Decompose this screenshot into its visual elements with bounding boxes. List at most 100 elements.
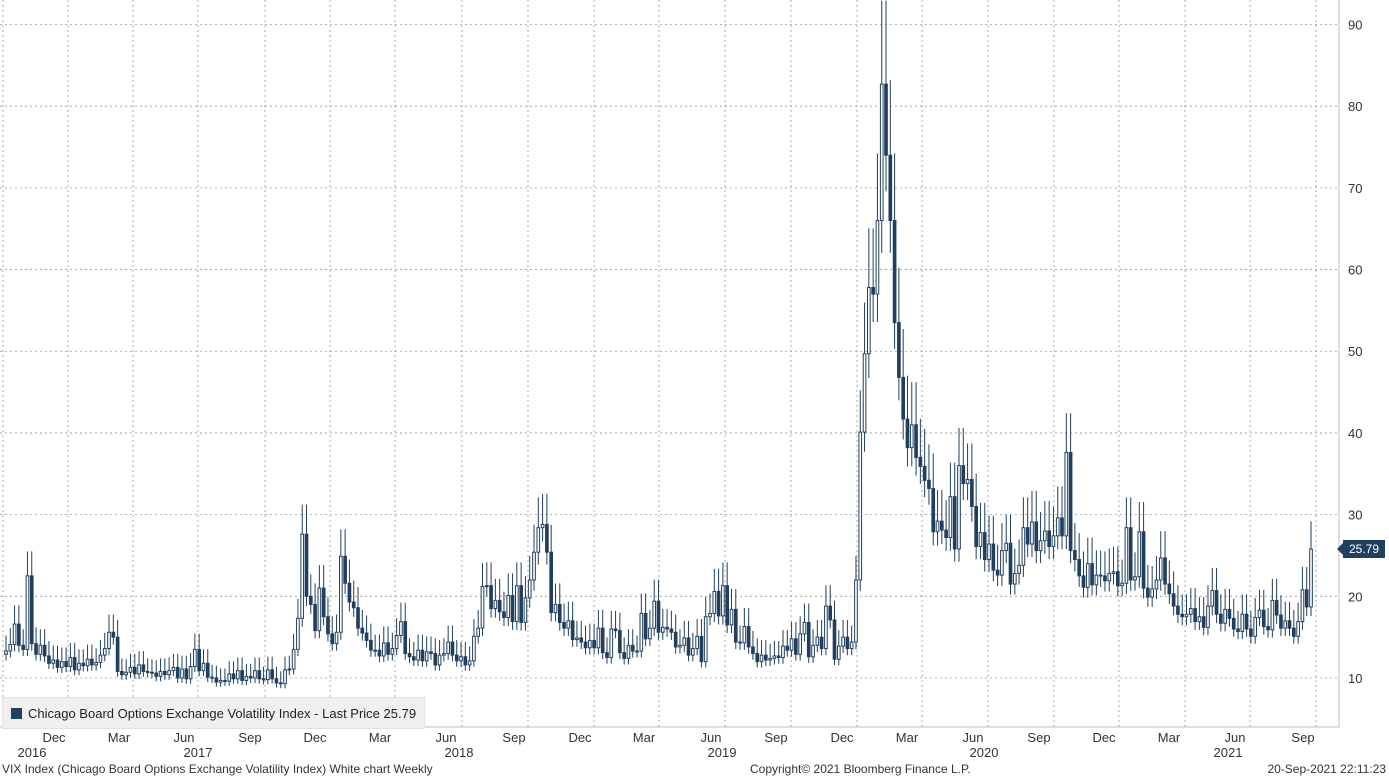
candle [115,619,120,677]
x-year-label: 2021 [1214,745,1243,760]
candle [828,585,833,629]
candle [884,0,888,192]
candle [974,473,978,560]
candle [781,630,785,664]
chart-legend: Chicago Board Options Exchange Volatilit… [2,697,426,729]
legend-swatch [11,707,22,719]
candle [991,515,996,582]
candle [1094,550,1099,596]
candle [978,502,983,560]
candle [244,663,249,686]
y-tick-label: 40 [1348,426,1362,441]
candle [1274,578,1279,624]
candle [888,80,893,253]
y-tick-label: 20 [1348,589,1362,604]
candle [1210,567,1215,616]
x-tick-label: Jun [174,730,195,745]
candle [849,625,854,656]
candle [1244,594,1249,637]
candle [1206,585,1210,636]
candle [411,641,416,666]
candle [944,500,948,551]
candle [360,609,365,641]
candle [1219,594,1223,632]
candle [437,640,442,671]
candle [489,562,493,618]
candle [553,583,558,622]
candle [343,529,347,594]
candle [652,579,657,637]
candle [738,625,742,650]
candle [1283,601,1288,637]
candle [939,490,944,544]
candle [1158,531,1163,591]
candle [1184,594,1189,626]
candle [1201,597,1206,636]
candle [811,629,815,663]
candle [841,619,845,653]
candle [729,588,734,633]
candle [1111,546,1116,585]
candle [454,640,459,667]
candle [716,568,721,625]
candle [545,493,549,565]
candle [665,609,669,637]
candle [502,591,506,627]
candle [205,649,210,683]
candle [1197,597,1202,630]
candle [1171,571,1176,616]
candle [94,648,98,671]
candle [1038,512,1043,564]
candle [98,640,103,669]
candle [789,621,794,657]
candle [1167,560,1172,604]
candle [420,634,425,667]
candle [510,573,515,630]
candle [145,658,150,678]
candle [592,623,596,655]
candle [660,609,665,640]
candle [1064,413,1069,550]
candle [819,619,824,656]
candle [8,628,13,658]
candle [845,619,850,656]
candle [854,555,858,650]
candle [1090,537,1094,596]
candle [55,645,60,673]
y-tick-label: 90 [1348,18,1362,33]
candle [712,568,717,623]
candle [459,641,463,667]
candle [566,601,571,637]
candle [1000,523,1004,587]
candle [965,443,970,501]
candle [867,228,871,379]
candle [1025,497,1030,557]
candle [197,633,202,676]
candle [124,659,129,680]
candle [768,643,772,666]
candle [399,602,403,643]
candle [424,636,429,667]
candle [1068,413,1073,564]
candle [390,632,395,661]
candle [1085,537,1090,598]
candle [1279,595,1283,637]
candle [493,578,498,618]
candle [605,637,609,664]
candle [1240,594,1245,640]
candle [1231,598,1236,637]
candle [635,635,639,658]
candle [806,603,811,663]
candle [107,614,111,656]
x-tick-label: Jun [963,730,984,745]
candle [1154,555,1159,600]
candle [815,619,820,653]
candle [785,630,790,657]
candle [184,655,189,684]
candle [231,661,236,684]
candle [901,329,906,440]
candle [1146,565,1150,607]
candle [961,427,966,501]
candle [1163,531,1167,595]
candle [111,614,116,645]
